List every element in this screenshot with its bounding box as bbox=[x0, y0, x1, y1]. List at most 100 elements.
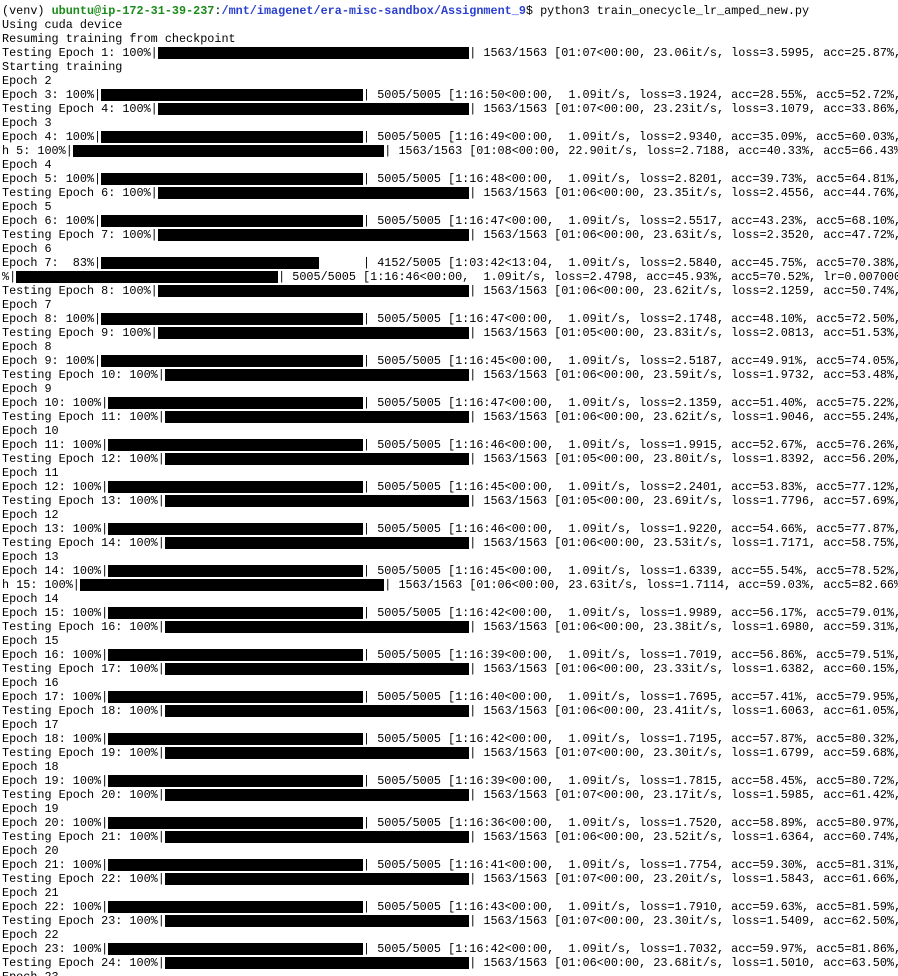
progress-prefix: Epoch 11: 100%| bbox=[2, 438, 109, 452]
progress-prefix: Testing Epoch 14: 100%| bbox=[2, 536, 165, 550]
progress-fill bbox=[157, 47, 470, 59]
progress-suffix: | 5005/5005 [1:16:40<00:00, 1.09it/s, lo… bbox=[363, 690, 898, 704]
progress-bar bbox=[157, 102, 470, 116]
progress-bar bbox=[164, 914, 470, 928]
progress-prefix: Testing Epoch 7: 100%| bbox=[2, 228, 158, 242]
progress-suffix: | 5005/5005 [1:16:42<00:00, 1.09it/s, lo… bbox=[363, 732, 898, 746]
progress-fill bbox=[79, 579, 385, 591]
progress-prefix: Epoch 13: 100%| bbox=[2, 522, 109, 536]
progress-suffix: | 1563/1563 [01:06<00:00, 23.41it/s, los… bbox=[469, 704, 898, 718]
progress-line: Testing Epoch 18: 100%| | 1563/1563 [01:0… bbox=[2, 704, 898, 718]
progress-line: Epoch 15: 100%| | 5005/5005 [1:16:42<00:0… bbox=[2, 606, 898, 620]
progress-prefix: Epoch 5: 100%| bbox=[2, 172, 102, 186]
progress-prefix: Epoch 17: 100%| bbox=[2, 690, 109, 704]
progress-line: Epoch 5: 100%| | 5005/5005 [1:16:48<00:00… bbox=[2, 172, 898, 186]
progress-prefix: Epoch 3: 100%| bbox=[2, 88, 102, 102]
progress-suffix: | 1563/1563 [01:06<00:00, 23.62it/s, los… bbox=[469, 410, 898, 424]
output-line: Epoch 10 bbox=[2, 424, 59, 438]
progress-suffix: | 1563/1563 [01:06<00:00, 23.53it/s, los… bbox=[469, 536, 898, 550]
output-line: Epoch 21 bbox=[2, 886, 59, 900]
progress-fill bbox=[108, 943, 364, 955]
output-line: Starting training bbox=[2, 60, 123, 74]
progress-fill bbox=[164, 663, 470, 675]
progress-line: Testing Epoch 10: 100%| | 1563/1563 [01:0… bbox=[2, 368, 898, 382]
progress-suffix: | 1563/1563 [01:06<00:00, 23.35it/s, los… bbox=[469, 186, 898, 200]
progress-prefix: Epoch 12: 100%| bbox=[2, 480, 109, 494]
progress-prefix: Testing Epoch 6: 100%| bbox=[2, 186, 158, 200]
progress-bar bbox=[108, 480, 364, 494]
progress-line: Epoch 4: 100%| | 5005/5005 [1:16:49<00:00… bbox=[2, 130, 898, 144]
progress-suffix: | 1563/1563 [01:07<00:00, 23.23it/s, los… bbox=[469, 102, 898, 116]
progress-bar bbox=[108, 438, 364, 452]
progress-line: Testing Epoch 21: 100%| | 1563/1563 [01:0… bbox=[2, 830, 898, 844]
progress-suffix: | 5005/5005 [1:16:47<00:00, 1.09it/s, lo… bbox=[363, 214, 898, 228]
progress-prefix: Epoch 19: 100%| bbox=[2, 774, 109, 788]
progress-fill bbox=[108, 397, 364, 409]
progress-bar bbox=[157, 186, 470, 200]
progress-prefix: Epoch 7: 83%| bbox=[2, 256, 102, 270]
progress-prefix: Testing Epoch 1: 100%| bbox=[2, 46, 158, 60]
progress-fill bbox=[108, 901, 364, 913]
progress-bar bbox=[108, 606, 364, 620]
progress-prefix: Testing Epoch 22: 100%| bbox=[2, 872, 165, 886]
progress-fill bbox=[72, 145, 385, 157]
progress-fill bbox=[157, 187, 470, 199]
progress-fill bbox=[164, 831, 470, 843]
progress-suffix: | 1563/1563 [01:07<00:00, 23.30it/s, los… bbox=[469, 914, 898, 928]
progress-line: Testing Epoch 20: 100%| | 1563/1563 [01:0… bbox=[2, 788, 898, 802]
progress-suffix: | 1563/1563 [01:06<00:00, 23.59it/s, los… bbox=[469, 368, 898, 382]
progress-line: Testing Epoch 1: 100%| | 1563/1563 [01:07… bbox=[2, 46, 898, 60]
progress-prefix: Testing Epoch 21: 100%| bbox=[2, 830, 165, 844]
progress-line: Testing Epoch 4: 100%| | 1563/1563 [01:07… bbox=[2, 102, 898, 116]
progress-prefix: Testing Epoch 8: 100%| bbox=[2, 284, 158, 298]
progress-bar bbox=[157, 284, 470, 298]
progress-line: Epoch 10: 100%| | 5005/5005 [1:16:47<00:0… bbox=[2, 396, 898, 410]
progress-suffix: | 5005/5005 [1:16:45<00:00, 1.09it/s, lo… bbox=[363, 564, 898, 578]
progress-prefix: Testing Epoch 23: 100%| bbox=[2, 914, 165, 928]
progress-suffix: | 5005/5005 [1:16:46<00:00, 1.09it/s, lo… bbox=[278, 270, 898, 284]
progress-suffix: | 5005/5005 [1:16:42<00:00, 1.09it/s, lo… bbox=[363, 942, 898, 956]
output-line: Epoch 15 bbox=[2, 634, 59, 648]
progress-prefix: Epoch 6: 100%| bbox=[2, 214, 102, 228]
progress-suffix: | 5005/5005 [1:16:46<00:00, 1.09it/s, lo… bbox=[363, 438, 898, 452]
progress-fill bbox=[164, 957, 470, 969]
progress-suffix: | 5005/5005 [1:16:45<00:00, 1.09it/s, lo… bbox=[363, 354, 898, 368]
progress-line: Epoch 19: 100%| | 5005/5005 [1:16:39<00:0… bbox=[2, 774, 898, 788]
output-line: Epoch 9 bbox=[2, 382, 52, 396]
progress-bar bbox=[157, 228, 470, 242]
progress-fill bbox=[164, 537, 470, 549]
progress-fill bbox=[164, 411, 470, 423]
progress-line: Epoch 3: 100%| | 5005/5005 [1:16:50<00:00… bbox=[2, 88, 898, 102]
progress-fill bbox=[164, 705, 470, 717]
output-line: Epoch 18 bbox=[2, 760, 59, 774]
progress-prefix: %| bbox=[2, 270, 17, 284]
user-host: ubuntu@ip-172-31-39-237 bbox=[51, 4, 215, 18]
progress-fill bbox=[101, 173, 364, 185]
progress-suffix: | 1563/1563 [01:06<00:00, 23.63it/s, los… bbox=[469, 228, 898, 242]
progress-fill bbox=[164, 747, 470, 759]
progress-fill bbox=[164, 495, 470, 507]
progress-bar bbox=[101, 214, 364, 228]
output-line: Epoch 17 bbox=[2, 718, 59, 732]
output-line: Using cuda device bbox=[2, 18, 123, 32]
progress-suffix: | 1563/1563 [01:06<00:00, 23.62it/s, los… bbox=[469, 284, 898, 298]
output-line: Epoch 23 bbox=[2, 970, 898, 976]
progress-suffix: | 1563/1563 [01:06<00:00, 23.63it/s, los… bbox=[384, 578, 898, 592]
progress-fill bbox=[101, 215, 364, 227]
separator: : bbox=[214, 4, 222, 18]
progress-suffix: | 5005/5005 [1:16:36<00:00, 1.09it/s, lo… bbox=[363, 816, 898, 830]
progress-bar bbox=[164, 368, 470, 382]
output-line: Resuming training from checkpoint bbox=[2, 32, 236, 46]
progress-prefix: Epoch 18: 100%| bbox=[2, 732, 109, 746]
output-line: Epoch 13 bbox=[2, 550, 59, 564]
venv: (venv) bbox=[2, 4, 52, 18]
progress-prefix: Epoch 23: 100%| bbox=[2, 942, 109, 956]
progress-fill bbox=[108, 859, 364, 871]
progress-bar bbox=[16, 270, 279, 284]
progress-suffix: | 5005/5005 [1:16:45<00:00, 1.09it/s, lo… bbox=[363, 480, 898, 494]
progress-bar bbox=[164, 956, 470, 970]
progress-bar bbox=[108, 564, 364, 578]
progress-prefix: Epoch 8: 100%| bbox=[2, 312, 102, 326]
cwd: /mnt/imagenet/era-misc-sandbox/Assignmen… bbox=[221, 4, 526, 18]
